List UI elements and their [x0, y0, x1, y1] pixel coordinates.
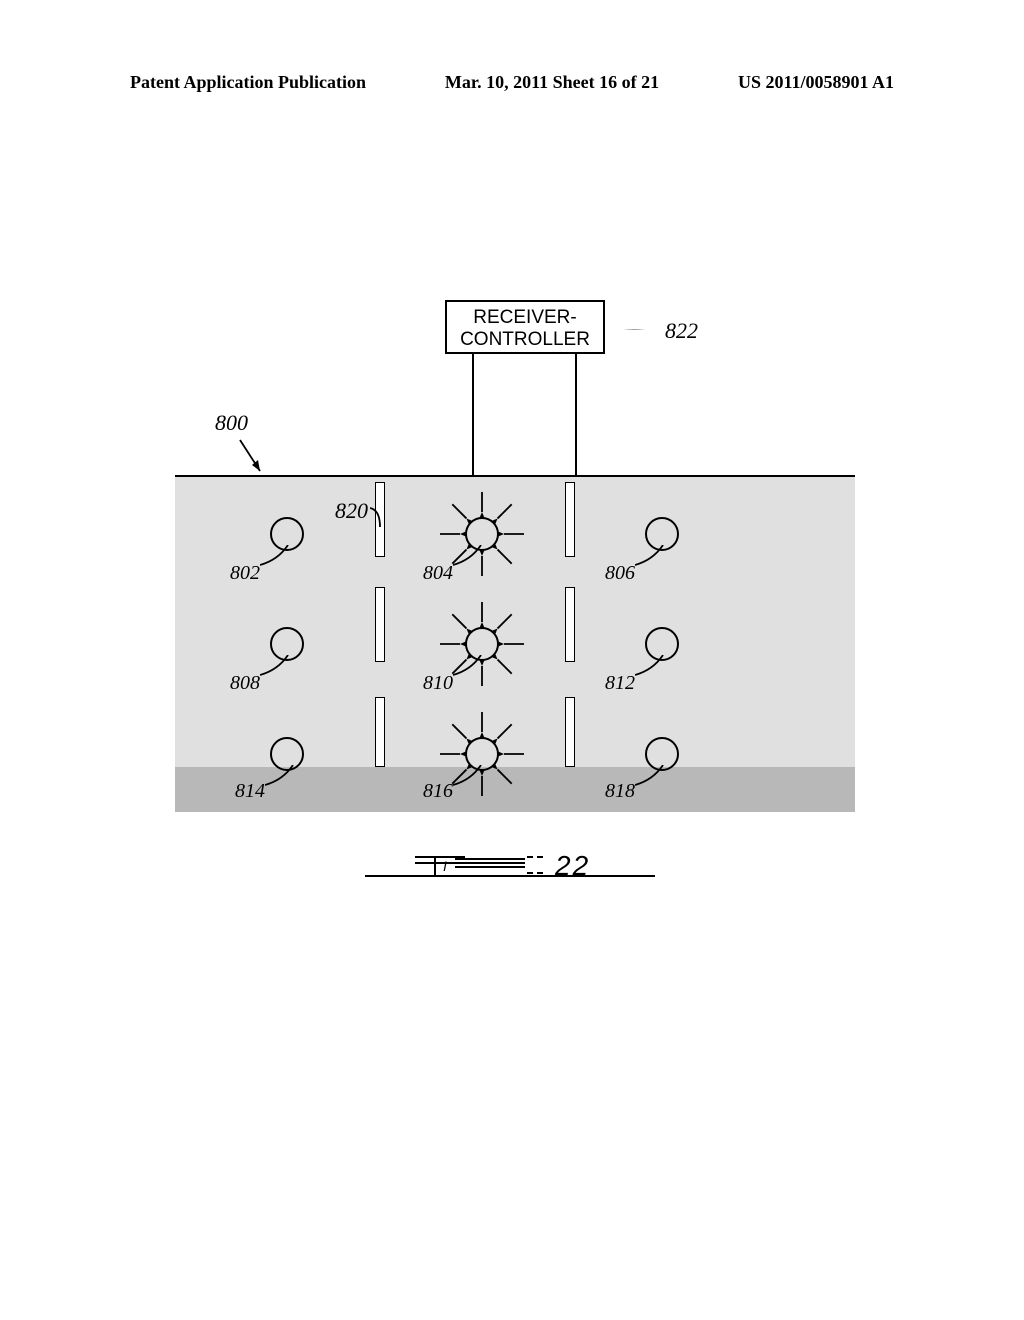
- controller-line2: CONTROLLER: [460, 329, 590, 350]
- leader-802: [260, 545, 295, 570]
- figure-label: I 22: [415, 850, 635, 883]
- stem-right: [575, 354, 577, 475]
- leader-818: [635, 765, 670, 790]
- leader-814: [265, 765, 300, 790]
- header-left: Patent Application Publication: [130, 72, 366, 93]
- ref-808: 808: [230, 672, 260, 695]
- ref-818: 818: [605, 780, 635, 803]
- leader-822: [607, 328, 662, 330]
- leader-812: [635, 655, 670, 680]
- ref-820: 820: [335, 498, 368, 524]
- header-center: Mar. 10, 2011 Sheet 16 of 21: [445, 72, 659, 93]
- fig-number: 22: [554, 853, 590, 881]
- header-right: US 2011/0058901 A1: [738, 72, 894, 93]
- ref-812: 812: [605, 672, 635, 695]
- leader-808: [260, 655, 295, 680]
- page-header: Patent Application Publication Mar. 10, …: [0, 72, 1024, 93]
- arrows-816: [437, 709, 527, 799]
- nodes-layer: 802804806808810812814816818: [175, 477, 855, 810]
- ref-800: 800: [215, 410, 248, 436]
- arrows-810: [437, 599, 527, 689]
- arrow-800: [235, 438, 265, 478]
- ref-822: 822: [665, 318, 698, 344]
- ground-region: 802804806808810812814816818: [175, 475, 855, 810]
- ref-802: 802: [230, 562, 260, 585]
- leader-806: [635, 545, 670, 570]
- controller-line1: RECEIVER-: [473, 307, 576, 328]
- controller-box: RECEIVER- CONTROLLER: [445, 300, 605, 354]
- stem-left: [472, 354, 474, 475]
- ref-806: 806: [605, 562, 635, 585]
- svg-text:I: I: [443, 858, 449, 874]
- ref-814: 814: [235, 780, 265, 803]
- leader-820: [370, 505, 390, 530]
- arrows-804: [437, 489, 527, 579]
